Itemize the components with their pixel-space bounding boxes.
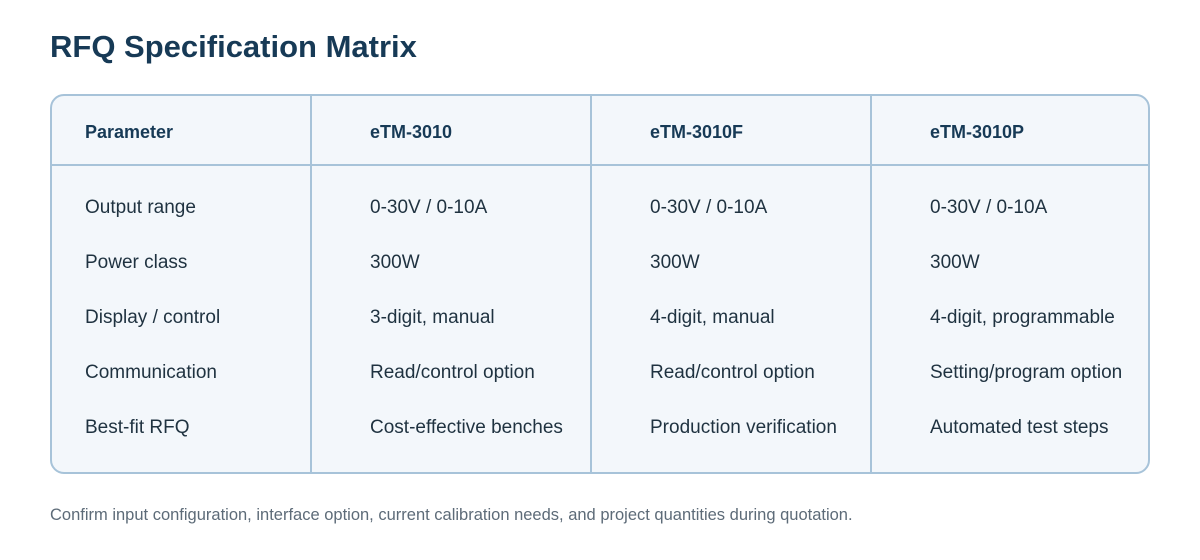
row-label-communication: Communication	[85, 362, 217, 383]
table-cell: 300W	[650, 252, 700, 273]
row-label-best-fit-rfq: Best-fit RFQ	[85, 417, 190, 438]
table-cell: Cost-effective benches	[370, 417, 563, 438]
page-title: RFQ Specification Matrix	[50, 29, 417, 64]
column-divider	[310, 96, 312, 472]
row-label-display-control: Display / control	[85, 307, 221, 328]
header-parameter: Parameter	[85, 122, 174, 142]
table-cell: Read/control option	[650, 362, 815, 383]
table-cell: 4-digit, manual	[650, 307, 775, 328]
table-cell: 3-digit, manual	[370, 307, 495, 328]
header-divider	[52, 164, 1148, 166]
table-cell: Automated test steps	[930, 417, 1109, 438]
table-cell: Setting/program option	[930, 362, 1123, 383]
header-etm-3010f: eTM-3010F	[650, 122, 744, 142]
table-cell: 0-30V / 0-10A	[650, 197, 768, 218]
footnote: Confirm input configuration, interface o…	[50, 506, 853, 524]
table-cell: Production verification	[650, 417, 837, 438]
row-label-power-class: Power class	[85, 252, 188, 273]
table-cell: Read/control option	[370, 362, 535, 383]
header-etm-3010: eTM-3010	[370, 122, 453, 142]
spec-matrix-table: Parameter eTM-3010 eTM-3010F eTM-3010P O…	[50, 94, 1150, 474]
table-cell: 300W	[370, 252, 420, 273]
column-divider	[590, 96, 592, 472]
column-divider	[870, 96, 872, 472]
row-label-output-range: Output range	[85, 197, 196, 218]
table-cell: 4-digit, programmable	[930, 307, 1115, 328]
table-cell: 0-30V / 0-10A	[370, 197, 488, 218]
header-etm-3010p: eTM-3010P	[930, 122, 1025, 142]
table-cell: 300W	[930, 252, 980, 273]
table-cell: 0-30V / 0-10A	[930, 197, 1048, 218]
